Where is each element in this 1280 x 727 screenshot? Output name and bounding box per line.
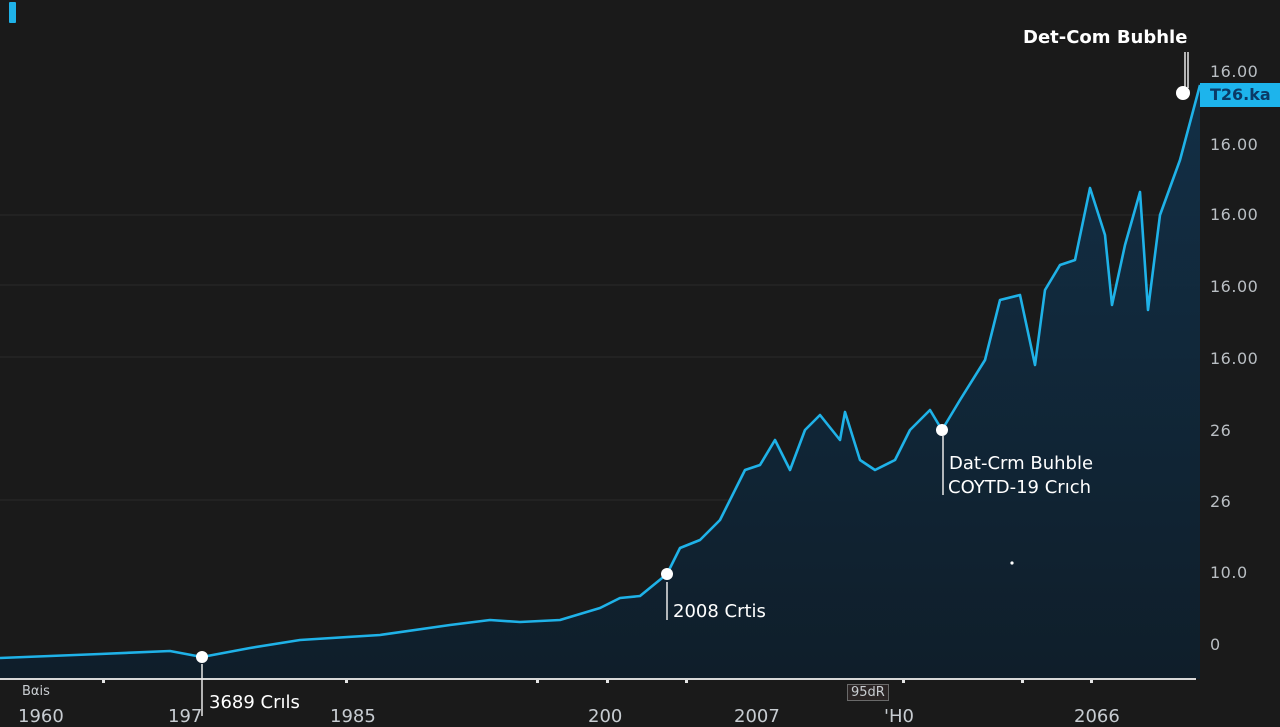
y-tick-label: 16.00 xyxy=(1210,349,1259,368)
y-tick-label: 10.0 xyxy=(1210,563,1248,582)
y-tick-label: 26 xyxy=(1210,421,1232,440)
y-tick-label: 26 xyxy=(1210,492,1232,511)
x-axis-ticks xyxy=(102,680,1093,683)
y-tick-label: 0 xyxy=(1210,635,1221,654)
x-tick-label: 'H0 xyxy=(884,706,914,727)
area-fill xyxy=(0,85,1200,679)
x-tick-label: 200 xyxy=(588,706,623,727)
marker-2008 xyxy=(661,568,673,580)
annotation-leaders xyxy=(201,52,1189,716)
x-tick-label: 1985 xyxy=(330,706,376,727)
marker-covid xyxy=(936,424,948,436)
annotation-2008-label: 2008 Crtis xyxy=(673,601,766,622)
mid-axis-tag: 95dR xyxy=(847,684,889,701)
y-tick-label: 16.00 xyxy=(1210,277,1259,296)
current-value-tag: T26.ka xyxy=(1200,83,1280,107)
accent-marker xyxy=(9,2,16,23)
left-axis-tag: Bαis xyxy=(22,684,50,699)
y-tick-label: 16.00 xyxy=(1210,135,1259,154)
y-tick-label: 16.00 xyxy=(1210,62,1259,81)
annotation-dotcom-top: Det-Com Bubhle xyxy=(1023,27,1188,48)
series-line xyxy=(0,84,1202,660)
annotation-covid-label: COYTD-19 Crıch xyxy=(948,477,1091,498)
x-tick-label: 197 xyxy=(168,706,203,727)
annotation-dotcom-label: Dat-Crm Buhble xyxy=(949,453,1094,474)
x-tick-label: 1960 xyxy=(18,706,64,727)
annotation-1989-label: 3689 Crıls xyxy=(209,692,300,713)
event-markers xyxy=(196,86,1190,663)
x-tick-label: 2066 xyxy=(1074,706,1120,727)
x-tick-label: 2007 xyxy=(734,706,780,727)
marker-top xyxy=(1176,86,1190,100)
y-tick-label: 16.00 xyxy=(1210,205,1259,224)
marker-1989 xyxy=(196,651,208,663)
